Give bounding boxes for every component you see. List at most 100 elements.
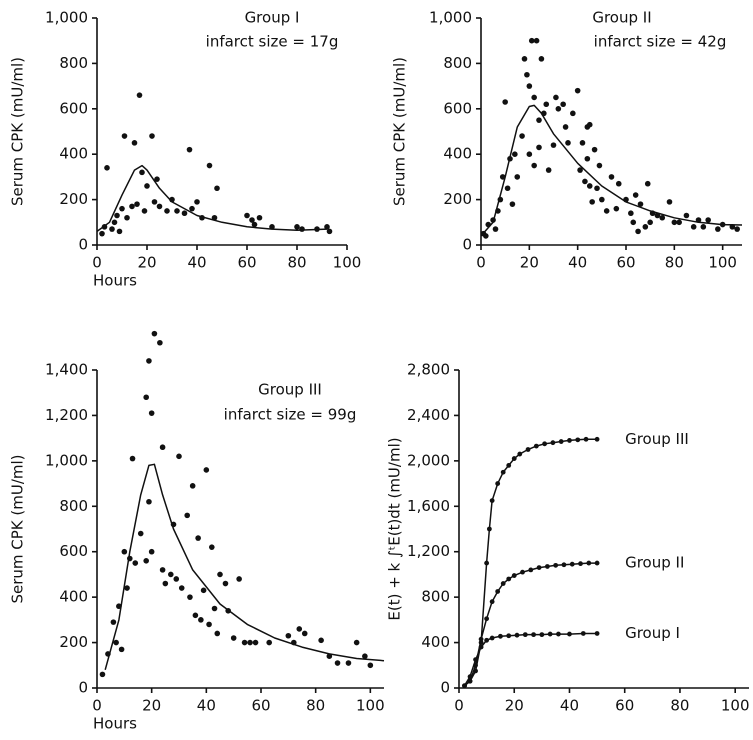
series-label: Group III: [625, 430, 689, 448]
chart-subtitle: infarct size = 42g: [594, 33, 727, 51]
y-tick-label: 0: [78, 236, 88, 254]
x-tick-label: 0: [92, 254, 102, 272]
data-point: [169, 196, 175, 203]
data-point: [536, 144, 542, 151]
data-point: [214, 630, 221, 637]
data-point: [526, 83, 533, 89]
y-tick-label: 1,000: [45, 9, 88, 27]
data-point: [116, 228, 123, 235]
x-tick-label: 20: [142, 697, 161, 715]
data-point: [200, 587, 207, 594]
data-point: [124, 585, 130, 591]
y-tick-label: 0: [440, 679, 450, 697]
data-point: [613, 205, 620, 212]
y-tick-label: 800: [59, 54, 88, 72]
data-point: [127, 555, 133, 562]
data-point: [574, 87, 581, 94]
data-point: [705, 217, 711, 223]
data-point: [301, 630, 308, 637]
y-tick-label: 400: [59, 145, 88, 163]
data-point: [148, 548, 155, 555]
data-point: [644, 180, 651, 187]
data-point: [209, 544, 215, 550]
data-point: [531, 162, 537, 169]
data-point: [473, 657, 478, 663]
data-point: [700, 224, 707, 230]
data-point: [514, 632, 520, 638]
data-point: [695, 217, 702, 223]
y-tick-label: 2,400: [407, 406, 450, 424]
data-point: [519, 133, 525, 139]
x-tick-label: 100: [708, 254, 737, 272]
data-point: [214, 185, 220, 192]
data-point: [110, 619, 117, 625]
data-point: [514, 174, 521, 180]
data-point: [654, 212, 661, 219]
data-point: [492, 226, 499, 232]
x-tick-label: 80: [306, 697, 325, 715]
data-point: [334, 660, 341, 666]
data-point: [511, 573, 517, 578]
data-point: [314, 226, 320, 232]
data-point: [203, 467, 210, 473]
data-point: [189, 483, 196, 489]
data-point: [291, 639, 297, 646]
data-point: [547, 631, 553, 637]
data-point: [545, 167, 552, 173]
data-point: [118, 646, 125, 653]
y-tick-label: 1,400: [45, 361, 88, 379]
data-point: [136, 92, 143, 98]
data-point: [184, 512, 190, 519]
data-point: [676, 219, 682, 226]
data-point: [137, 530, 144, 537]
x-tick-label: 80: [287, 254, 306, 272]
x-tick-label: 40: [197, 697, 216, 715]
data-point: [105, 651, 111, 657]
data-point: [170, 521, 177, 528]
data-point: [244, 212, 250, 219]
data-point: [116, 603, 122, 610]
data-point: [561, 562, 567, 568]
data-point: [148, 410, 155, 416]
data-point: [131, 140, 138, 146]
data-point: [489, 498, 495, 504]
data-point: [173, 576, 180, 582]
data-point: [114, 212, 120, 219]
data-point: [486, 526, 492, 532]
data-point: [139, 169, 145, 176]
data-point: [506, 633, 512, 639]
data-point: [553, 562, 559, 568]
data-point: [517, 451, 523, 457]
x-tick-label: 40: [560, 697, 579, 715]
y-tick-label: 2,000: [407, 451, 450, 469]
data-point: [569, 561, 575, 567]
data-point: [575, 437, 581, 443]
data-point: [528, 567, 534, 573]
data-point: [121, 548, 128, 555]
data-point: [266, 639, 273, 646]
data-point: [164, 208, 170, 214]
x-tick-label: 40: [187, 254, 206, 272]
data-point: [483, 233, 489, 239]
data-point: [506, 463, 512, 468]
data-point: [550, 440, 556, 446]
x-tick-label: 80: [665, 254, 684, 272]
data-point: [176, 453, 182, 460]
chart-subtitle: infarct size = 99g: [224, 406, 357, 424]
data-point: [162, 580, 169, 587]
data-point: [326, 653, 333, 659]
x-tick-label: 80: [670, 697, 689, 715]
data-point: [690, 224, 697, 230]
data-point: [525, 447, 531, 452]
chart-title: Group II: [592, 9, 651, 27]
data-point: [247, 639, 253, 646]
data-point: [324, 224, 330, 230]
data-point: [531, 94, 537, 101]
data-point: [156, 203, 163, 210]
data-point: [555, 106, 562, 112]
data-point: [154, 176, 160, 182]
data-point: [217, 571, 223, 578]
data-point: [462, 683, 467, 689]
data-point: [632, 192, 639, 198]
